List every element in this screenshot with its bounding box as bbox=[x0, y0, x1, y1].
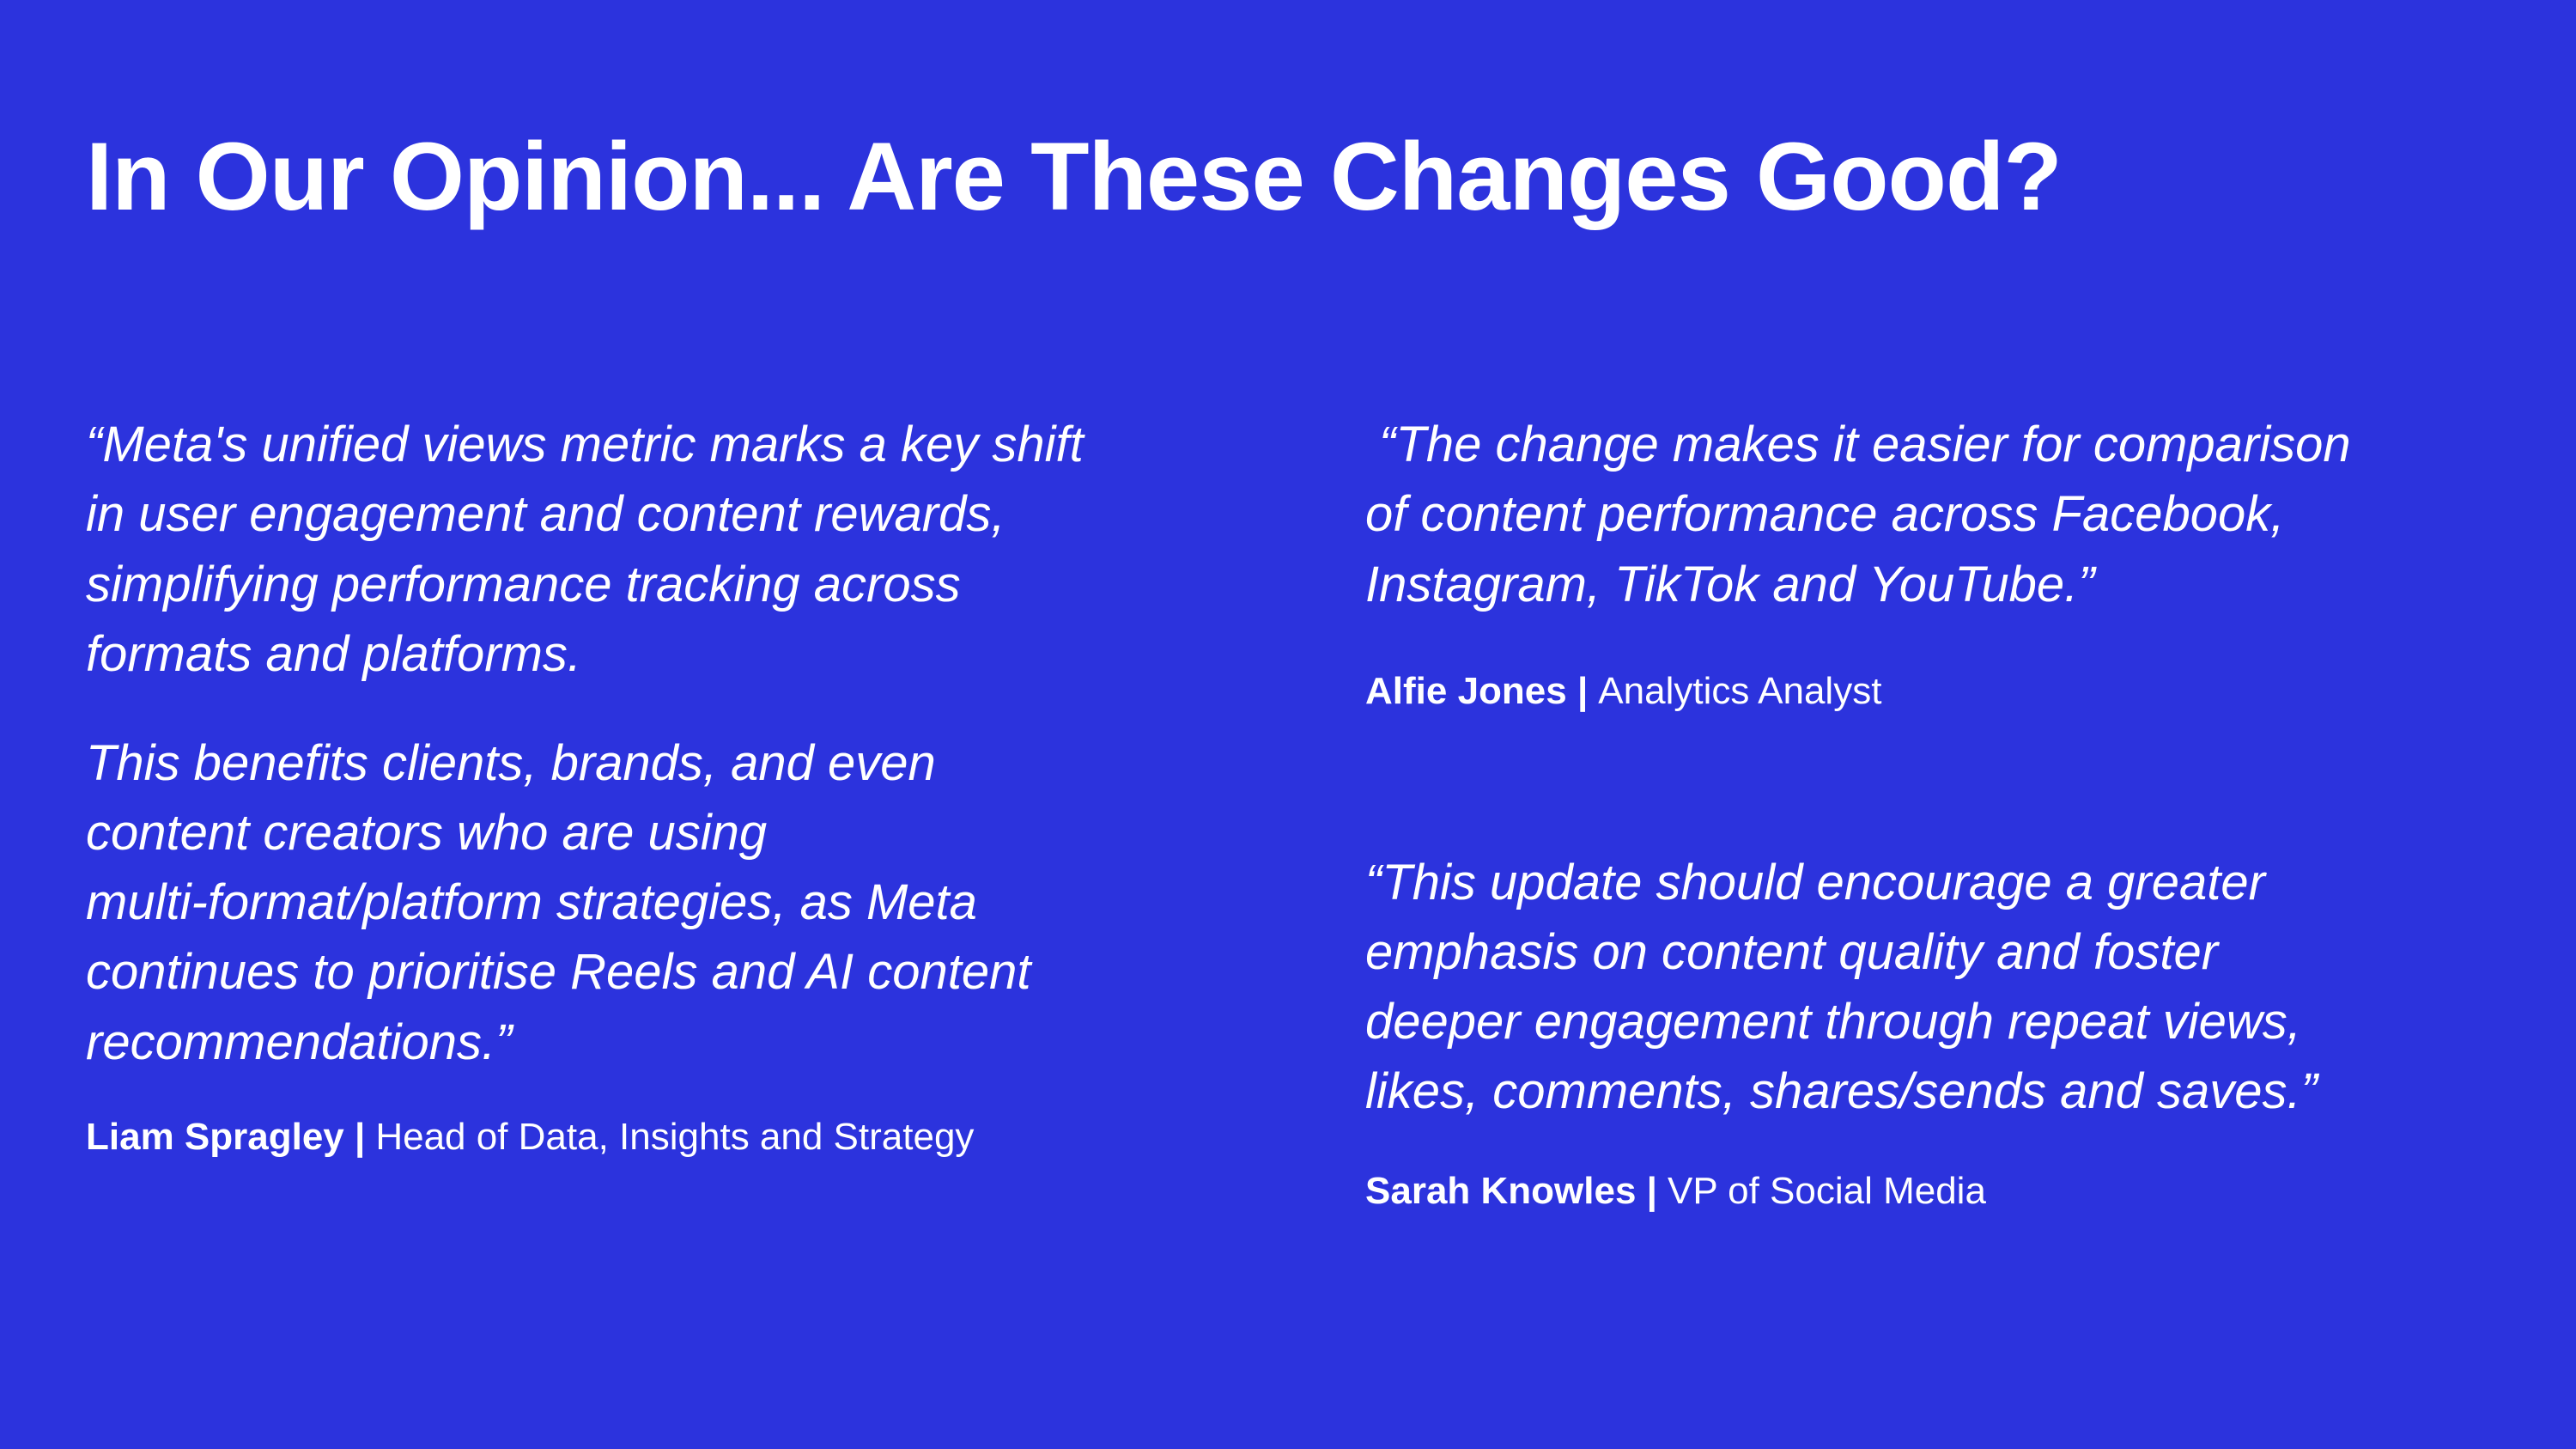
quote-attribution: Sarah Knowles | VP of Social Media bbox=[1365, 1169, 2507, 1215]
quote-block-sarah-knowles: “This update should encourage a greater … bbox=[1365, 848, 2507, 1215]
quote-attribution: Alfie Jones | Analytics Analyst bbox=[1365, 669, 2507, 715]
quote-author: Sarah Knowles | bbox=[1365, 1170, 1657, 1213]
quote-block-liam-spragley: “Meta's unified views metric marks a key… bbox=[86, 410, 1241, 1215]
quote-text: “This update should encourage a greater … bbox=[1365, 854, 2318, 1120]
quotes-columns: “Meta's unified views metric marks a key… bbox=[86, 410, 2490, 1215]
quote-author: Alfie Jones | bbox=[1365, 669, 1589, 712]
quote-text: This benefits clients, brands, and even … bbox=[86, 734, 1031, 1070]
quote-text: “Meta's unified views metric marks a key… bbox=[86, 417, 1084, 682]
quote-attribution: Liam Spragley | Head of Data, Insights an… bbox=[86, 1115, 1241, 1160]
quote-text: “The change makes it easier for comparis… bbox=[1365, 417, 2351, 612]
quote-author: Liam Spragley | bbox=[86, 1115, 366, 1158]
quote-role: VP of Social Media bbox=[1667, 1170, 1986, 1213]
slide-title: In Our Opinion... Are These Changes Good… bbox=[86, 123, 2063, 230]
quote-role: Analytics Analyst bbox=[1598, 669, 1882, 712]
quote-block-alfie-jones: “The change makes it easier for comparis… bbox=[1365, 410, 2507, 714]
right-column: “The change makes it easier for comparis… bbox=[1365, 410, 2507, 1215]
quote-role: Head of Data, Insights and Strategy bbox=[375, 1115, 975, 1158]
